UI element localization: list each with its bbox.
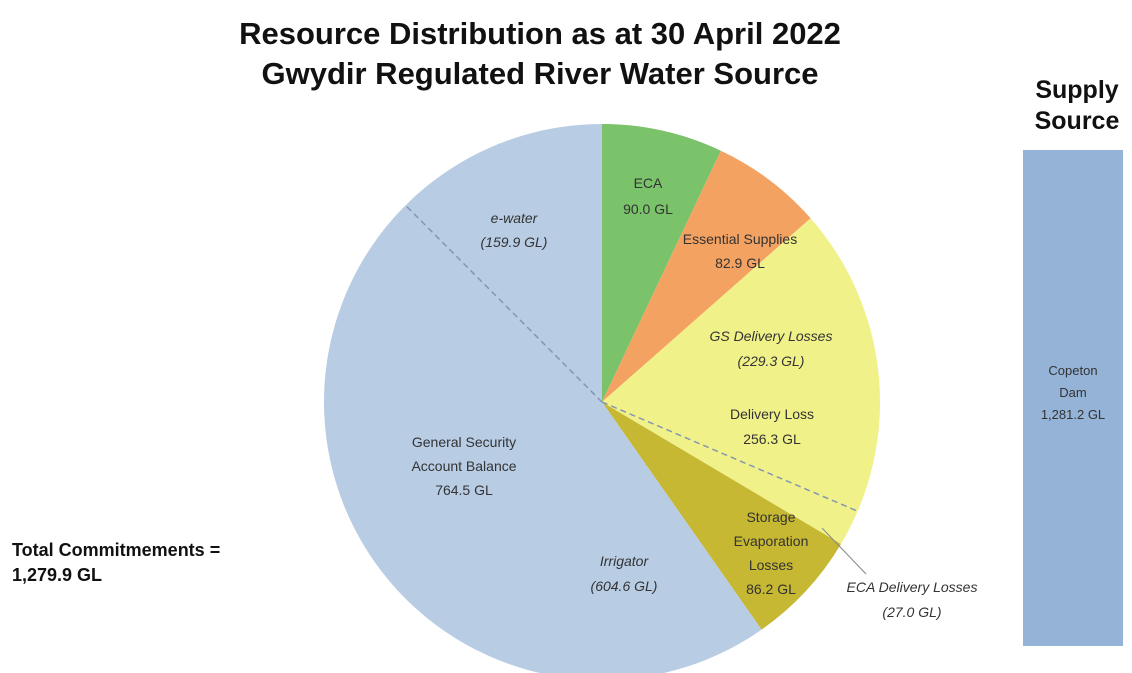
supply-source-header-line-1: Supply <box>1035 76 1119 104</box>
total-commitments-label: Total Commitmements = <box>12 540 221 560</box>
pie-slice-storage-evaporation-losses <box>602 402 841 630</box>
supply-source-name-line-1: Copeton <box>1048 363 1098 378</box>
supply-source-value: 1,281.2 GL <box>1040 407 1106 422</box>
slice-value-general-security-account-balance: 764.5 GL <box>435 482 493 498</box>
slice-label-eca: ECA <box>634 175 663 191</box>
slice-value-delivery-loss: 256.3 GL <box>743 431 801 447</box>
pie-slice-essential-supplies <box>602 150 811 402</box>
slice-label-essential-supplies: Essential Supplies <box>683 231 797 247</box>
annotation-label-irrigator: Irrigator <box>600 553 650 569</box>
annotation-value-eca-delivery-losses: (27.0 GL) <box>882 604 941 620</box>
chart-title: Resource Distribution as at 30 April 202… <box>239 16 841 51</box>
annotation-value-gs-delivery-losses: (229.3 GL) <box>738 353 805 369</box>
annotation-value-e-water: (159.9 GL) <box>481 234 548 250</box>
eca-delivery-losses-leader-line <box>821 527 867 575</box>
supply-source-label: Copeton Dam 1,281.2 GL <box>1023 360 1123 426</box>
chart-subtitle: Gwydir Regulated River Water Source <box>261 56 819 91</box>
annotation-value-irrigator: (604.6 GL) <box>591 578 658 594</box>
dashed-divider-delivery-losses <box>601 401 858 512</box>
annotation-label-eca-delivery-losses: ECA Delivery Losses <box>847 579 978 595</box>
total-commitments: Total Commitmements = 1,279.9 GL <box>12 538 220 588</box>
slice-label-general-security-line-2: Account Balance <box>411 458 516 474</box>
total-commitments-value: 1,279.9 GL <box>12 565 103 585</box>
dashed-divider-general-security <box>404 204 603 403</box>
pie-slice-delivery-loss <box>602 218 881 545</box>
pie-slice-general-security-account-balance <box>324 124 762 673</box>
slice-label-general-security-line-1: General Security <box>412 434 516 450</box>
slice-value-eca: 90.0 GL <box>623 201 673 217</box>
slice-label-delivery-loss: Delivery Loss <box>730 406 814 422</box>
slice-value-storage-evaporation-losses: 86.2 GL <box>746 581 796 597</box>
slice-value-essential-supplies: 82.9 GL <box>715 255 765 271</box>
supply-source-header-line-2: Source <box>1034 107 1120 135</box>
slice-label-storage-line-2: Evaporation <box>734 533 809 549</box>
supply-source-name-line-2: Dam <box>1059 385 1087 400</box>
annotation-label-gs-delivery-losses: GS Delivery Losses <box>710 328 833 344</box>
pie-slice-eca <box>602 124 721 402</box>
annotation-label-e-water: e-water <box>491 210 539 226</box>
supply-source-bar <box>1023 150 1123 646</box>
slice-label-storage-line-3: Losses <box>749 557 793 573</box>
slice-label-storage-line-1: Storage <box>746 509 795 525</box>
